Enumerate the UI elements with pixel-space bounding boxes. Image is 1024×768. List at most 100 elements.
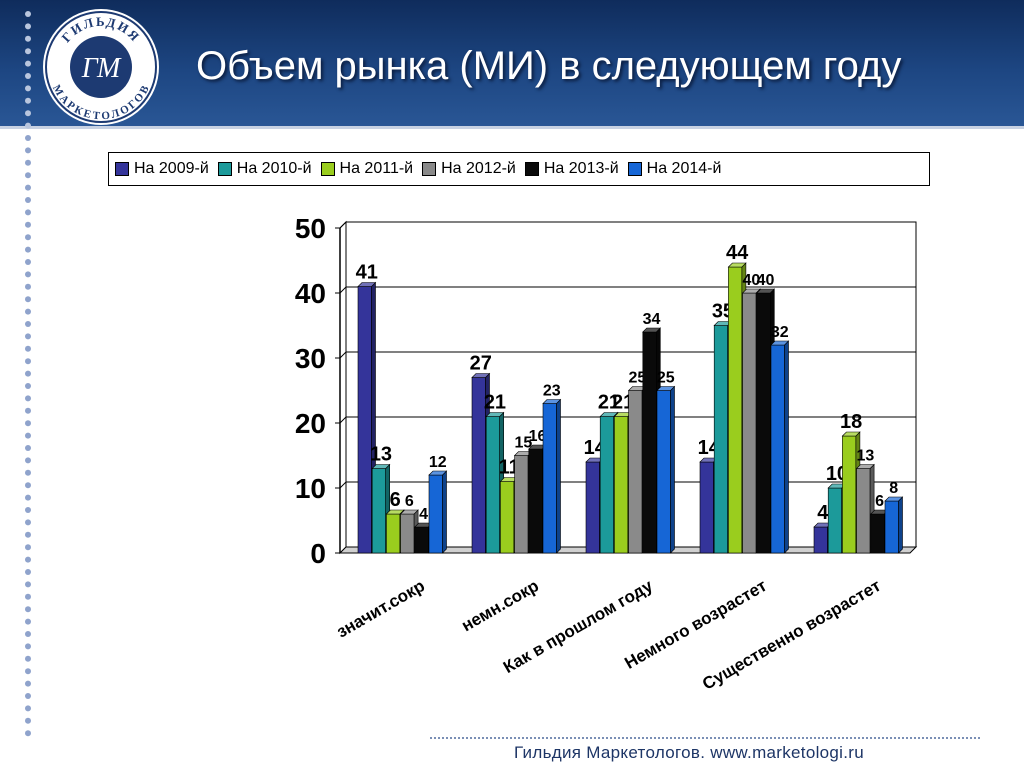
bar	[656, 385, 676, 554]
dot	[25, 283, 31, 290]
y-tick-label: 30	[295, 343, 326, 374]
dot	[25, 221, 31, 228]
dot	[25, 246, 31, 253]
dot	[25, 321, 31, 327]
bar	[428, 470, 448, 554]
data-label: 6	[405, 493, 414, 510]
legend-label: На 2009-й	[134, 160, 209, 177]
dot	[25, 457, 31, 464]
dot	[25, 209, 31, 216]
y-tick-label: 10	[295, 473, 326, 504]
legend-entry: На 2009-й	[115, 160, 209, 178]
dot	[25, 631, 31, 637]
legend-swatch	[115, 162, 129, 176]
x-category-label: немн.сокр	[458, 576, 542, 635]
data-label: 6	[875, 493, 884, 510]
data-label: 40	[757, 272, 775, 289]
x-category-label: Существенно возрастет	[699, 576, 884, 694]
dot	[25, 531, 31, 538]
legend-swatch	[524, 162, 539, 176]
data-label: 4	[817, 502, 829, 524]
legend-label: На 2013-й	[543, 160, 619, 177]
dot	[25, 519, 31, 526]
dot	[25, 370, 31, 377]
dot	[25, 172, 31, 179]
dot	[25, 271, 31, 278]
dot	[25, 358, 31, 365]
dot	[25, 494, 31, 501]
gridline-side	[339, 416, 347, 424]
dot	[25, 469, 31, 476]
dot	[25, 643, 31, 650]
dot	[25, 23, 31, 30]
data-label: 44	[726, 242, 749, 264]
page-title: Объем рынка (МИ) в следующем году	[196, 44, 902, 88]
data-label: 25	[657, 370, 675, 387]
bar	[884, 496, 904, 554]
data-label: 15	[514, 435, 532, 452]
gridline-side	[339, 351, 347, 359]
bar	[841, 431, 861, 554]
bar	[542, 398, 562, 554]
data-label: 13	[370, 444, 392, 466]
dot	[25, 97, 31, 104]
guild-logo: ГИЛЬДИЯ МАРКЕТОЛОГОВ ГМ	[43, 9, 159, 125]
data-label: 32	[771, 324, 789, 341]
y-tick-label: 0	[310, 538, 326, 569]
bar	[770, 340, 790, 554]
logo-monogram: ГМ	[81, 53, 122, 84]
decorative-dot-column	[25, 11, 31, 737]
dot	[25, 135, 31, 141]
data-label: 21	[484, 392, 506, 414]
legend-label: На 2014-й	[646, 160, 722, 177]
dot	[25, 606, 31, 613]
data-label: 21	[598, 392, 620, 414]
dot	[25, 73, 31, 79]
data-label: 25	[628, 370, 646, 387]
header-banner	[0, 0, 1024, 128]
legend-label: На 2010-й	[236, 160, 312, 177]
data-label: 13	[856, 448, 874, 465]
dot	[25, 147, 31, 154]
legend-swatch	[422, 162, 437, 176]
dot	[25, 420, 31, 427]
dot	[25, 197, 31, 203]
data-label: 6	[390, 489, 401, 511]
data-label: 4	[419, 506, 428, 523]
legend-label: На 2011-й	[339, 160, 414, 177]
dot	[25, 668, 31, 675]
legend-entry: На 2012-й	[422, 160, 516, 178]
dot	[25, 693, 31, 699]
dot	[25, 717, 31, 724]
legend-entry: На 2011-й	[320, 160, 414, 178]
legend-label: На 2012-й	[441, 160, 516, 177]
dot	[25, 730, 31, 737]
dot	[25, 11, 31, 17]
dot	[25, 345, 31, 352]
gridline-side	[339, 286, 347, 294]
data-label: 40	[742, 272, 760, 289]
plot-side-wall	[339, 220, 347, 555]
legend-entry: На 2013-й	[524, 160, 619, 178]
dot	[25, 680, 31, 687]
dot	[25, 48, 31, 55]
dot	[25, 35, 31, 42]
data-label: 8	[889, 480, 898, 497]
dot	[25, 383, 31, 389]
data-label: 12	[429, 454, 447, 471]
dot	[25, 432, 31, 439]
dot	[25, 618, 31, 625]
legend-entry: На 2010-й	[217, 160, 312, 178]
dot	[25, 60, 31, 67]
footer-text: Гильдия Маркетологов. www.marketologi.ru	[514, 743, 864, 762]
data-label: 16	[529, 428, 547, 445]
legend-swatch	[320, 162, 335, 176]
data-label: 27	[470, 353, 492, 375]
data-label: 34	[643, 311, 661, 328]
dot	[25, 544, 31, 551]
dot	[25, 655, 31, 662]
dot	[25, 184, 31, 191]
legend-swatch	[627, 162, 642, 176]
y-tick-label: 20	[295, 408, 326, 439]
